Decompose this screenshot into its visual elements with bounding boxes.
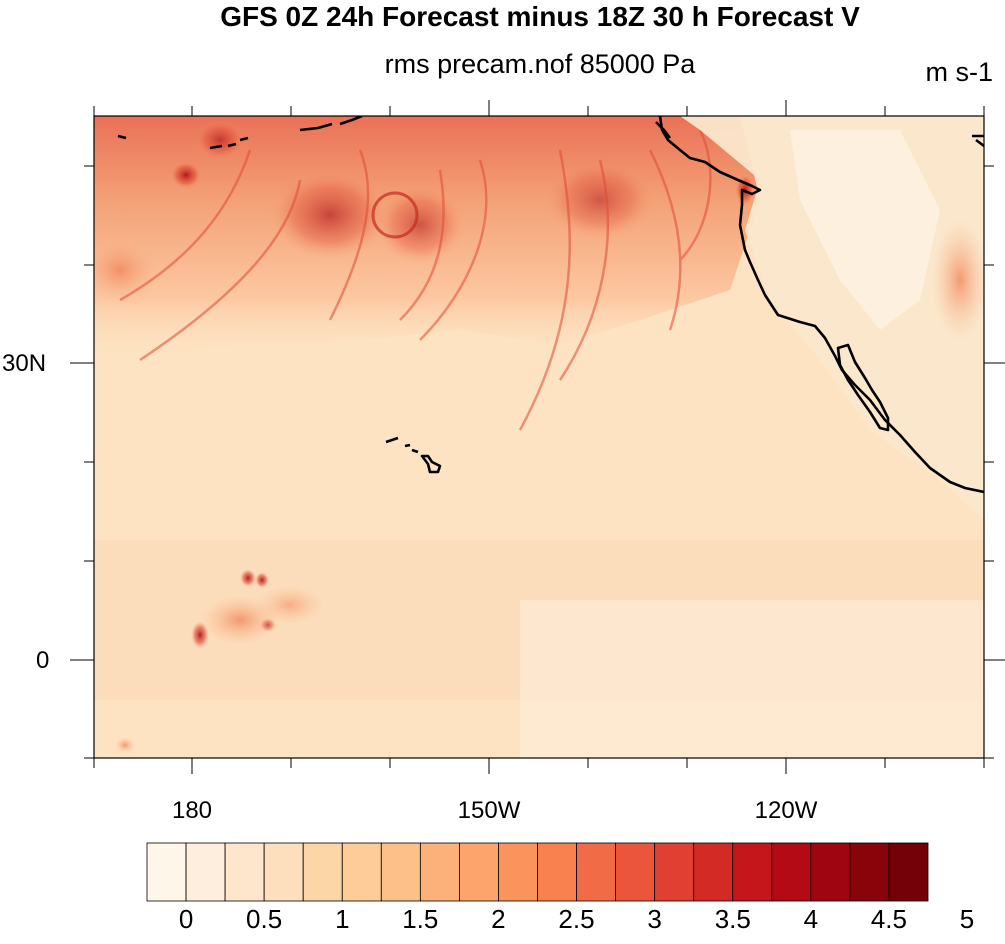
baja-gulf-coast bbox=[836, 343, 890, 432]
colorbar-box bbox=[849, 842, 890, 902]
jet-streak-central bbox=[375, 185, 465, 265]
colorbar-box bbox=[537, 842, 577, 902]
coastlines bbox=[117, 116, 984, 494]
colorbar-tick-label: 1.5 bbox=[402, 904, 439, 934]
tropical-cell-6 bbox=[260, 618, 276, 632]
colorbar-tick-label: 1 bbox=[335, 904, 350, 934]
aleutian-arc bbox=[339, 116, 363, 126]
colorbar bbox=[146, 842, 929, 902]
hudson-bay-edge bbox=[972, 134, 984, 148]
interior-plateau-low-field bbox=[790, 130, 940, 330]
colorbar-tick-label: 2.5 bbox=[558, 904, 595, 934]
colorbar-box bbox=[810, 842, 851, 902]
colorbar-tick-label: 2 bbox=[491, 904, 506, 934]
rockies-maximum bbox=[932, 220, 984, 340]
colorbar-box bbox=[263, 842, 304, 902]
colorbar-tick-label: 3.5 bbox=[714, 904, 751, 934]
jet-streak-west bbox=[270, 170, 390, 260]
colorbar-box bbox=[380, 842, 421, 902]
hawaiian-islands bbox=[385, 436, 442, 474]
tropical-cell-2 bbox=[255, 572, 269, 588]
colorbar-box bbox=[615, 842, 656, 902]
colorbar-box bbox=[654, 842, 695, 902]
jet-streak-east bbox=[545, 160, 655, 240]
storm-ring bbox=[371, 191, 419, 239]
alaska-peninsula-east bbox=[299, 122, 333, 132]
map-ticks bbox=[70, 100, 1005, 774]
southeast-low-field bbox=[520, 600, 984, 758]
colorbar-box bbox=[732, 842, 773, 902]
colorbar-box bbox=[693, 842, 734, 902]
colorbar-box bbox=[576, 842, 616, 902]
colorbar-box bbox=[302, 842, 343, 902]
colorbar-box bbox=[458, 842, 499, 902]
near-islands bbox=[117, 134, 127, 140]
lon-label-120w: 120W bbox=[754, 797, 818, 824]
colorbar-box bbox=[771, 842, 812, 902]
map-frame bbox=[93, 115, 985, 759]
lat-label-equator: 0 bbox=[36, 647, 50, 674]
tropical-cell-1 bbox=[240, 569, 256, 587]
colorbar-tick-label: 0.5 bbox=[246, 904, 283, 934]
units-label: m s-1 bbox=[925, 57, 994, 87]
colorbar-box bbox=[146, 842, 187, 902]
colorbar-tick-label: 3 bbox=[647, 904, 662, 934]
colorbar-box bbox=[185, 842, 226, 902]
southern-cell bbox=[115, 737, 135, 753]
colorbar-box bbox=[888, 842, 929, 902]
plot-subtitle: rms precam.nof 85000 Pa bbox=[384, 49, 696, 79]
tropical-cell-5 bbox=[255, 585, 325, 625]
lat-label-30n: 30N bbox=[2, 350, 47, 377]
map-field bbox=[94, 116, 984, 758]
plot-title: GFS 0Z 24h Forecast minus 18Z 30 h Forec… bbox=[220, 1, 860, 32]
lon-label-180: 180 bbox=[171, 797, 213, 824]
vancouver-island bbox=[655, 121, 672, 139]
colorbar-tick-label: 5 bbox=[959, 904, 975, 934]
colorbar-tick-label: 4.5 bbox=[870, 904, 907, 934]
jet-streak-far-west bbox=[94, 235, 160, 305]
colorbar-tick-label: 0 bbox=[178, 904, 194, 934]
filament-streaks bbox=[119, 129, 712, 431]
lon-label-150w: 150W bbox=[457, 797, 521, 824]
colorbar-box bbox=[341, 842, 382, 902]
storm-cell-n bbox=[195, 120, 245, 160]
colorbar-box bbox=[224, 842, 265, 902]
colorbar-box bbox=[498, 842, 538, 902]
storm-cell-nw bbox=[170, 161, 202, 189]
north-america-coast bbox=[658, 116, 984, 494]
colorbar-tick-label: 4 bbox=[803, 904, 819, 934]
colorbar-box bbox=[419, 842, 460, 902]
aleutian-islands-west bbox=[209, 136, 249, 150]
